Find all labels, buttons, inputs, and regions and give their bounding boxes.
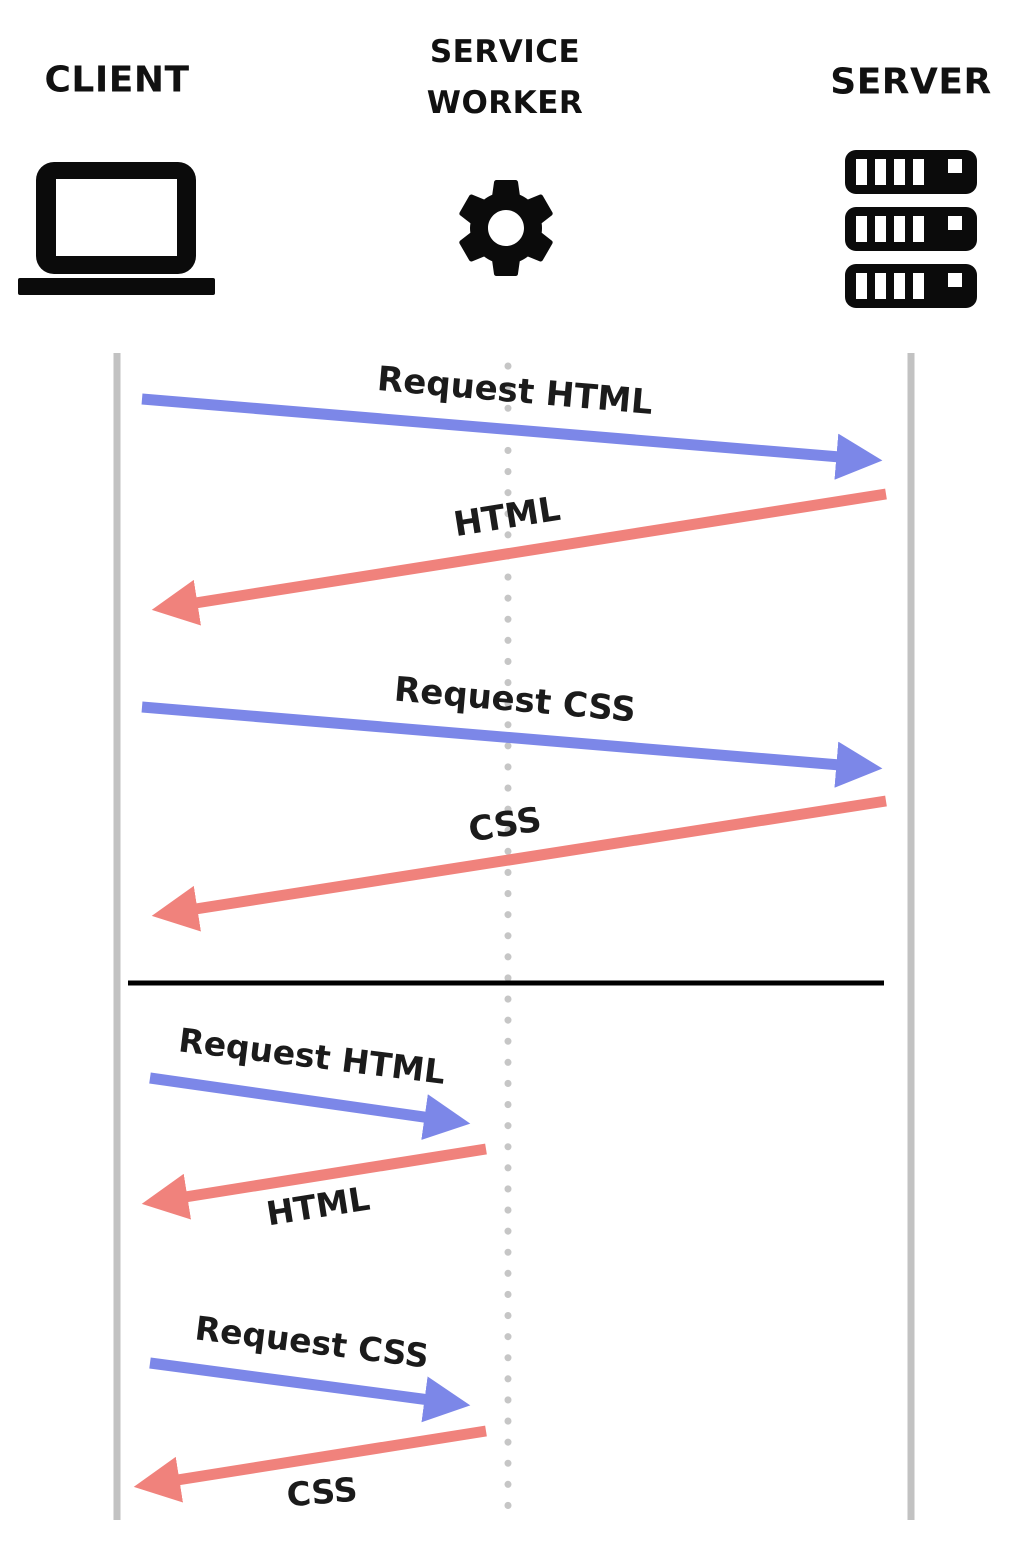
arrow-request-css-to-server xyxy=(141,701,883,788)
actor-label-client: CLIENT xyxy=(44,59,190,101)
laptop-icon xyxy=(18,162,215,295)
message-label-css-sw: CSS xyxy=(284,1469,360,1515)
arrow-html-to-client xyxy=(151,488,887,626)
server-unit xyxy=(845,207,977,251)
arrow-request-css-to-service-worker xyxy=(149,1357,471,1423)
arrow-request-html-to-server xyxy=(141,393,883,480)
actor-label-service-worker: SERVICE WORKER xyxy=(426,33,584,121)
server-unit xyxy=(845,264,977,308)
actor-label-server: SERVER xyxy=(830,61,992,103)
arrow-css-from-service-worker xyxy=(133,1425,487,1503)
server-unit xyxy=(845,150,977,194)
arrow-request-html-to-service-worker xyxy=(149,1072,471,1140)
gear-icon xyxy=(459,180,553,276)
arrow-css-to-client xyxy=(151,795,887,932)
server-rack-icon xyxy=(845,150,977,308)
arrow-html-from-service-worker xyxy=(141,1143,487,1220)
